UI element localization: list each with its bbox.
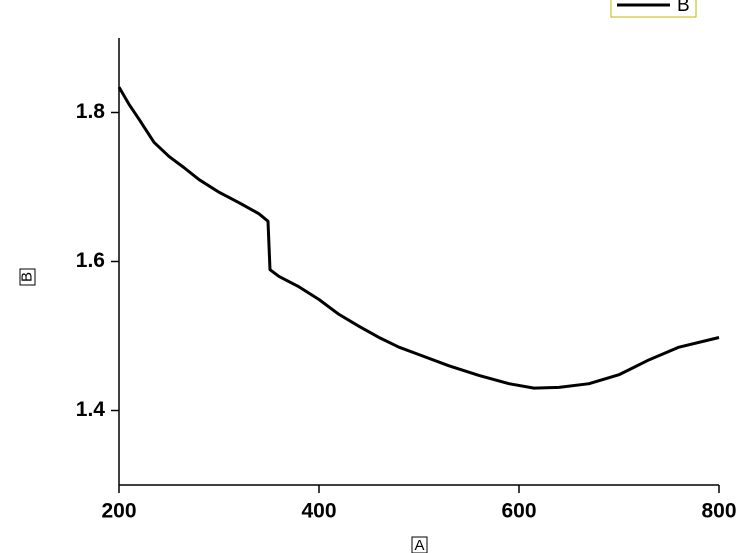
y-tick-label: 1.4 xyxy=(76,398,106,421)
x-label-box xyxy=(411,536,428,553)
legend-label: B xyxy=(677,0,690,16)
x-axis-label: A xyxy=(414,537,424,553)
y-tick-label: 1.6 xyxy=(76,249,105,272)
x-tick-label: 800 xyxy=(701,500,736,523)
y-label-box xyxy=(19,268,36,286)
line-series xyxy=(117,86,720,390)
x-tick-label: 600 xyxy=(501,500,536,523)
y-axis-label: B xyxy=(18,272,35,282)
x-tick-label: 400 xyxy=(301,500,336,523)
y-tick-label: 1.8 xyxy=(76,100,106,123)
x-tick-label: 200 xyxy=(101,500,136,523)
